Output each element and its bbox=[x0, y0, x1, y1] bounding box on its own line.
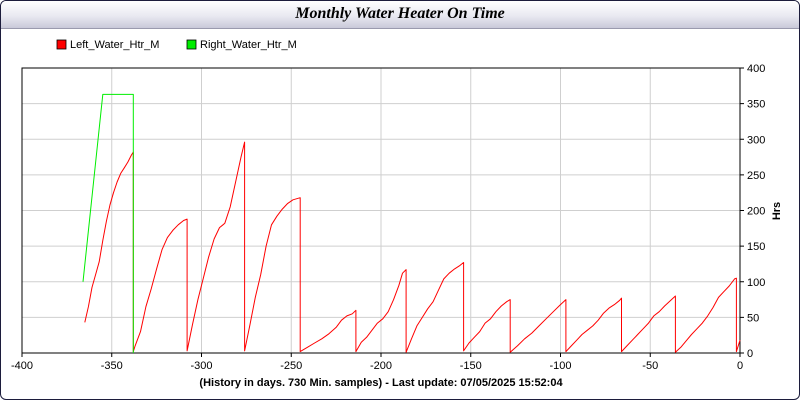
x-tick-label: -400 bbox=[11, 360, 33, 372]
y-tick-label: 150 bbox=[747, 241, 765, 253]
x-tick-label: -350 bbox=[101, 360, 123, 372]
series-line-right-water-htr-m bbox=[82, 93, 134, 353]
y-tick-label: 250 bbox=[747, 170, 765, 182]
y-tick-label: 350 bbox=[747, 99, 765, 111]
x-tick-label: -300 bbox=[190, 360, 212, 372]
x-tick-label: -200 bbox=[370, 360, 392, 372]
y-axis-label: Hrs bbox=[771, 202, 783, 220]
legend-label-right-water-htr-m: Right_Water_Htr_M bbox=[200, 39, 297, 51]
x-tick-label: -250 bbox=[280, 360, 302, 372]
title-bar: Monthly Water Heater On Time bbox=[1, 1, 799, 29]
grid-lines bbox=[21, 67, 741, 354]
series-line-left-water-htr-m bbox=[84, 141, 741, 353]
x-tick-label: 0 bbox=[737, 360, 743, 372]
y-tick-label: 400 bbox=[747, 63, 765, 75]
y-tick-label: 100 bbox=[747, 277, 765, 289]
legend-swatch-right-water-htr-m bbox=[186, 39, 197, 50]
y-axis-ticks: 0 50 100 150 200 250 300 350 400 bbox=[740, 63, 765, 360]
x-tick-label: -150 bbox=[460, 360, 482, 372]
x-tick-label: -50 bbox=[642, 360, 658, 372]
legend-swatch-left-water-htr-m bbox=[56, 39, 67, 50]
legend-label-left-water-htr-m: Left_Water_Htr_M bbox=[70, 39, 159, 51]
y-tick-label: 200 bbox=[747, 206, 765, 218]
legend: Left_Water_Htr_M Right_Water_Htr_M bbox=[56, 39, 297, 51]
x-tick-label: -100 bbox=[549, 360, 571, 372]
y-tick-label: 50 bbox=[747, 312, 759, 324]
x-axis-label: (History in days. 730 Min. samples) - La… bbox=[199, 377, 563, 389]
series-layer bbox=[82, 93, 741, 353]
y-tick-label: 300 bbox=[747, 134, 765, 146]
chart-title: Monthly Water Heater On Time bbox=[295, 5, 505, 22]
y-tick-label: 0 bbox=[747, 348, 753, 360]
x-axis-ticks: -400 -350 -300 -250 -200 -150 -100 -50 0 bbox=[11, 353, 743, 372]
